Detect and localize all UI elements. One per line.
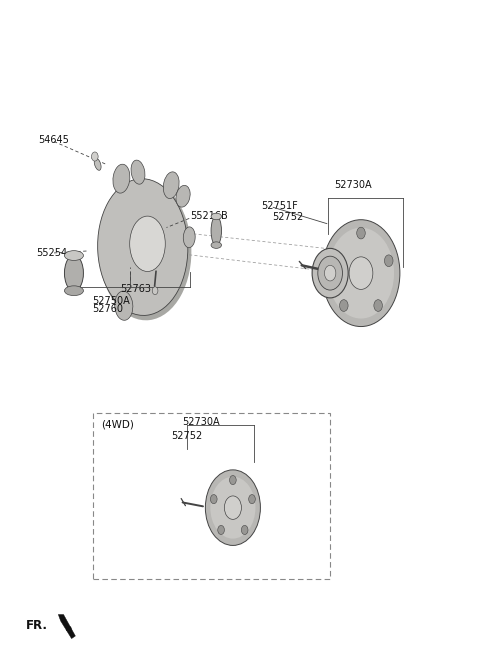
Circle shape — [224, 496, 241, 520]
Text: 55254: 55254 — [36, 248, 67, 258]
Ellipse shape — [113, 164, 130, 193]
Text: 52760: 52760 — [92, 304, 123, 315]
Ellipse shape — [64, 255, 84, 291]
FancyBboxPatch shape — [93, 413, 330, 579]
Circle shape — [249, 495, 255, 504]
Circle shape — [322, 219, 400, 327]
Text: 52751F: 52751F — [261, 201, 298, 211]
Circle shape — [218, 526, 224, 535]
Text: 52763: 52763 — [120, 284, 152, 294]
Ellipse shape — [211, 213, 221, 219]
Circle shape — [329, 255, 337, 267]
Circle shape — [324, 265, 336, 281]
Ellipse shape — [64, 251, 84, 260]
Ellipse shape — [94, 158, 101, 170]
Ellipse shape — [176, 185, 190, 207]
Ellipse shape — [131, 160, 145, 184]
Ellipse shape — [115, 291, 133, 321]
Text: 55216B: 55216B — [190, 212, 228, 221]
Text: FR.: FR. — [25, 619, 48, 632]
Ellipse shape — [183, 227, 195, 248]
Ellipse shape — [331, 239, 362, 307]
Circle shape — [374, 300, 383, 311]
Ellipse shape — [211, 216, 221, 246]
Circle shape — [229, 476, 236, 485]
Circle shape — [339, 300, 348, 311]
Circle shape — [152, 287, 158, 294]
Circle shape — [349, 257, 373, 290]
Text: 52752: 52752 — [272, 212, 303, 222]
Ellipse shape — [99, 180, 192, 321]
Circle shape — [241, 526, 248, 535]
Text: 52750A: 52750A — [92, 296, 130, 306]
Circle shape — [92, 152, 98, 161]
Text: (4WD): (4WD) — [101, 420, 134, 430]
Circle shape — [384, 255, 393, 267]
Circle shape — [328, 228, 394, 319]
Polygon shape — [58, 614, 75, 639]
Circle shape — [205, 470, 261, 545]
Ellipse shape — [130, 216, 165, 271]
Text: 52752: 52752 — [171, 431, 203, 441]
Text: 54645: 54645 — [38, 135, 69, 145]
Ellipse shape — [211, 242, 221, 248]
Ellipse shape — [163, 172, 179, 198]
Ellipse shape — [97, 179, 188, 315]
Circle shape — [318, 256, 342, 290]
Circle shape — [312, 248, 348, 298]
Text: 52730A: 52730A — [182, 417, 220, 426]
Circle shape — [357, 227, 365, 239]
Circle shape — [210, 495, 217, 504]
Ellipse shape — [212, 483, 235, 532]
Ellipse shape — [64, 286, 84, 296]
Circle shape — [210, 477, 255, 539]
Text: 52730A: 52730A — [334, 181, 372, 191]
